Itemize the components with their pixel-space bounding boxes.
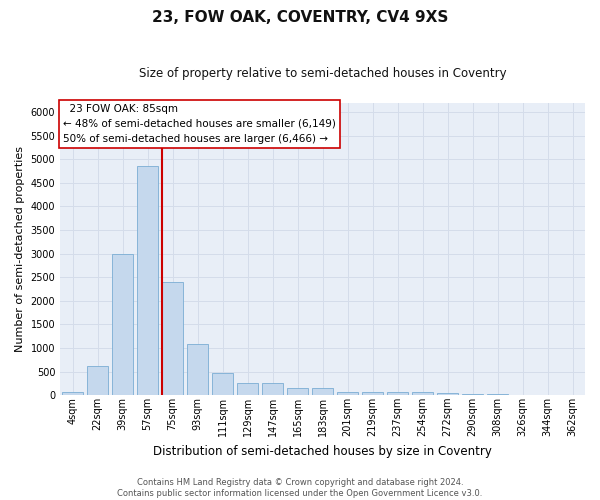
X-axis label: Distribution of semi-detached houses by size in Coventry: Distribution of semi-detached houses by … — [153, 444, 492, 458]
Text: Contains HM Land Registry data © Crown copyright and database right 2024.
Contai: Contains HM Land Registry data © Crown c… — [118, 478, 482, 498]
Bar — [412, 392, 433, 396]
Bar — [212, 373, 233, 396]
Text: 23, FOW OAK, COVENTRY, CV4 9XS: 23, FOW OAK, COVENTRY, CV4 9XS — [152, 10, 448, 25]
Text: 23 FOW OAK: 85sqm  
← 48% of semi-detached houses are smaller (6,149)
50% of sem: 23 FOW OAK: 85sqm ← 48% of semi-detached… — [63, 104, 335, 144]
Bar — [262, 383, 283, 396]
Title: Size of property relative to semi-detached houses in Coventry: Size of property relative to semi-detach… — [139, 68, 506, 80]
Bar — [337, 392, 358, 396]
Bar — [137, 166, 158, 396]
Bar — [162, 282, 183, 396]
Bar — [62, 392, 83, 396]
Bar — [287, 388, 308, 396]
Bar — [362, 392, 383, 396]
Bar — [437, 394, 458, 396]
Bar — [387, 392, 408, 396]
Y-axis label: Number of semi-detached properties: Number of semi-detached properties — [15, 146, 25, 352]
Bar — [312, 388, 333, 396]
Bar — [237, 383, 258, 396]
Bar — [187, 344, 208, 396]
Bar — [112, 254, 133, 396]
Bar — [487, 394, 508, 396]
Bar — [462, 394, 483, 396]
Bar — [87, 366, 108, 396]
